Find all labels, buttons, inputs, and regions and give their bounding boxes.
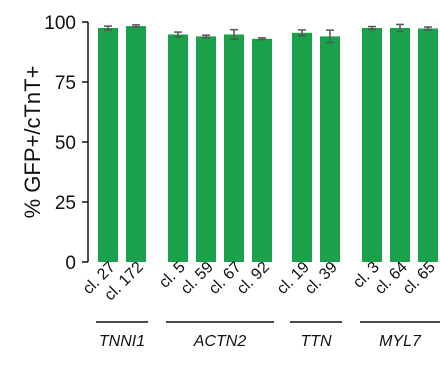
y-tick-label: 0: [65, 253, 76, 274]
y-axis-label: % GFP+/cTnT+: [20, 66, 45, 219]
bar: [224, 34, 244, 263]
bar: [362, 28, 382, 262]
bar: [320, 36, 340, 263]
group-label: TNNI1: [99, 333, 145, 350]
x-tick-label: cl. 65: [400, 259, 439, 298]
bar: [98, 28, 118, 262]
y-tick-label: 100: [44, 13, 76, 34]
y-tick-label: 50: [55, 133, 76, 154]
group-label: MYL7: [379, 333, 422, 350]
bar: [196, 36, 216, 263]
bar: [292, 32, 312, 262]
x-tick-label: cl. 39: [302, 259, 341, 298]
bar: [252, 38, 272, 262]
y-tick-label: 75: [55, 73, 76, 94]
bar: [168, 34, 188, 263]
bar: [418, 28, 438, 263]
bar: [390, 28, 410, 262]
bar: [126, 26, 146, 262]
x-tick-label: cl. 92: [234, 259, 273, 298]
group-label: ACTN2: [193, 333, 247, 350]
group-label: TTN: [300, 333, 332, 350]
y-tick-label: 25: [55, 193, 76, 214]
